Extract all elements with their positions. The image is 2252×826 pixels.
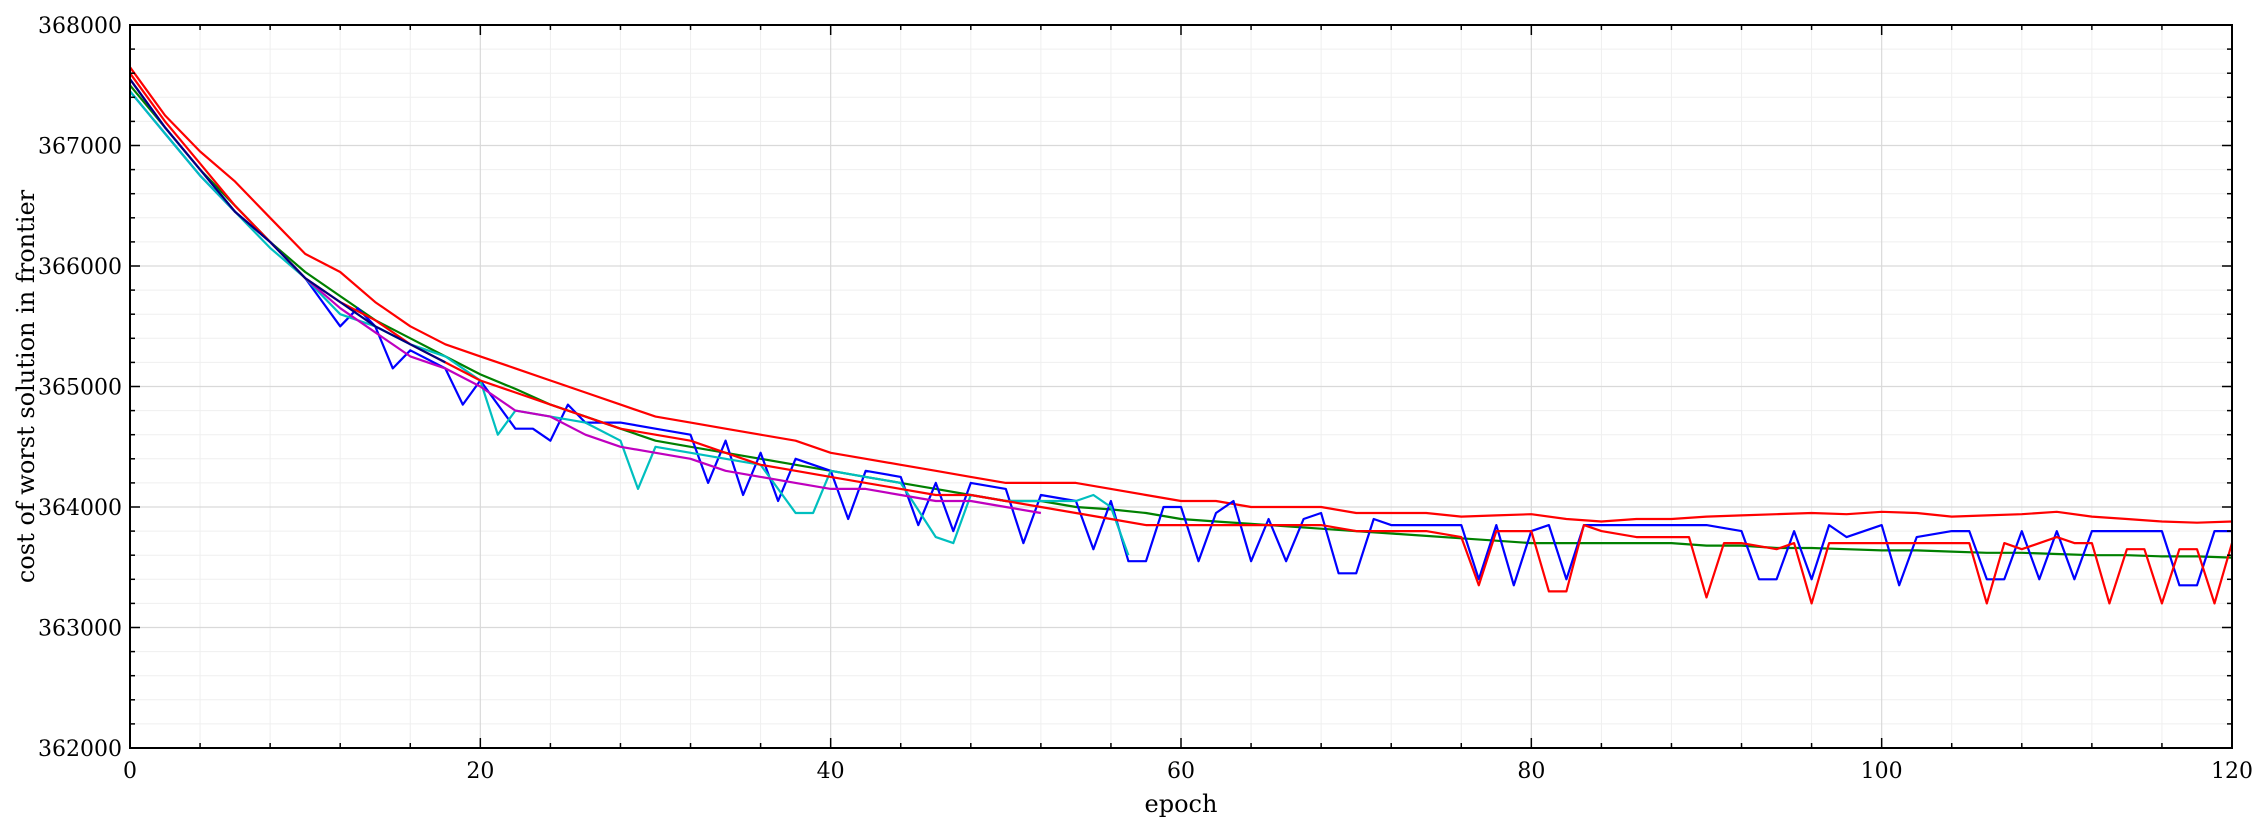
x-tick-label: 80 <box>1517 759 1545 784</box>
y-axis-title: cost of worst solution in frontier <box>12 189 40 583</box>
x-tick-label: 120 <box>2211 759 2252 784</box>
series-line-7 <box>129 78 446 364</box>
series-line-1 <box>129 66 2233 524</box>
y-tick-label: 368000 <box>38 14 122 39</box>
x-tick-label: 20 <box>466 759 494 784</box>
y-tick-label: 363000 <box>38 617 122 642</box>
y-tick-label: 365000 <box>38 376 122 401</box>
series-line-5 <box>129 78 1042 515</box>
series-line-2 <box>129 84 2233 559</box>
series-layer <box>129 66 2234 605</box>
y-tick-label: 367000 <box>38 135 122 160</box>
x-axis-title: epoch <box>1145 790 1218 818</box>
y-tick-label: 364000 <box>38 496 122 521</box>
series-line-4 <box>129 90 1130 556</box>
y-tick-labels: 362000 363000 364000 365000 366000 367000 3680… <box>38 14 122 762</box>
x-tick-label: 0 <box>123 759 137 784</box>
major-gridlines <box>129 24 2233 749</box>
x-tick-label: 40 <box>817 759 845 784</box>
series-line-6 <box>129 72 2234 605</box>
x-tick-label: 100 <box>1861 759 1903 784</box>
y-tick-label: 362000 <box>38 737 122 762</box>
x-tick-label: 60 <box>1167 759 1195 784</box>
y-tick-label: 366000 <box>38 255 122 280</box>
axis-ticks <box>129 24 2233 749</box>
x-tick-labels: 0 20 40 60 80 100 120 <box>123 759 2252 784</box>
series-line-3 <box>129 90 2232 587</box>
